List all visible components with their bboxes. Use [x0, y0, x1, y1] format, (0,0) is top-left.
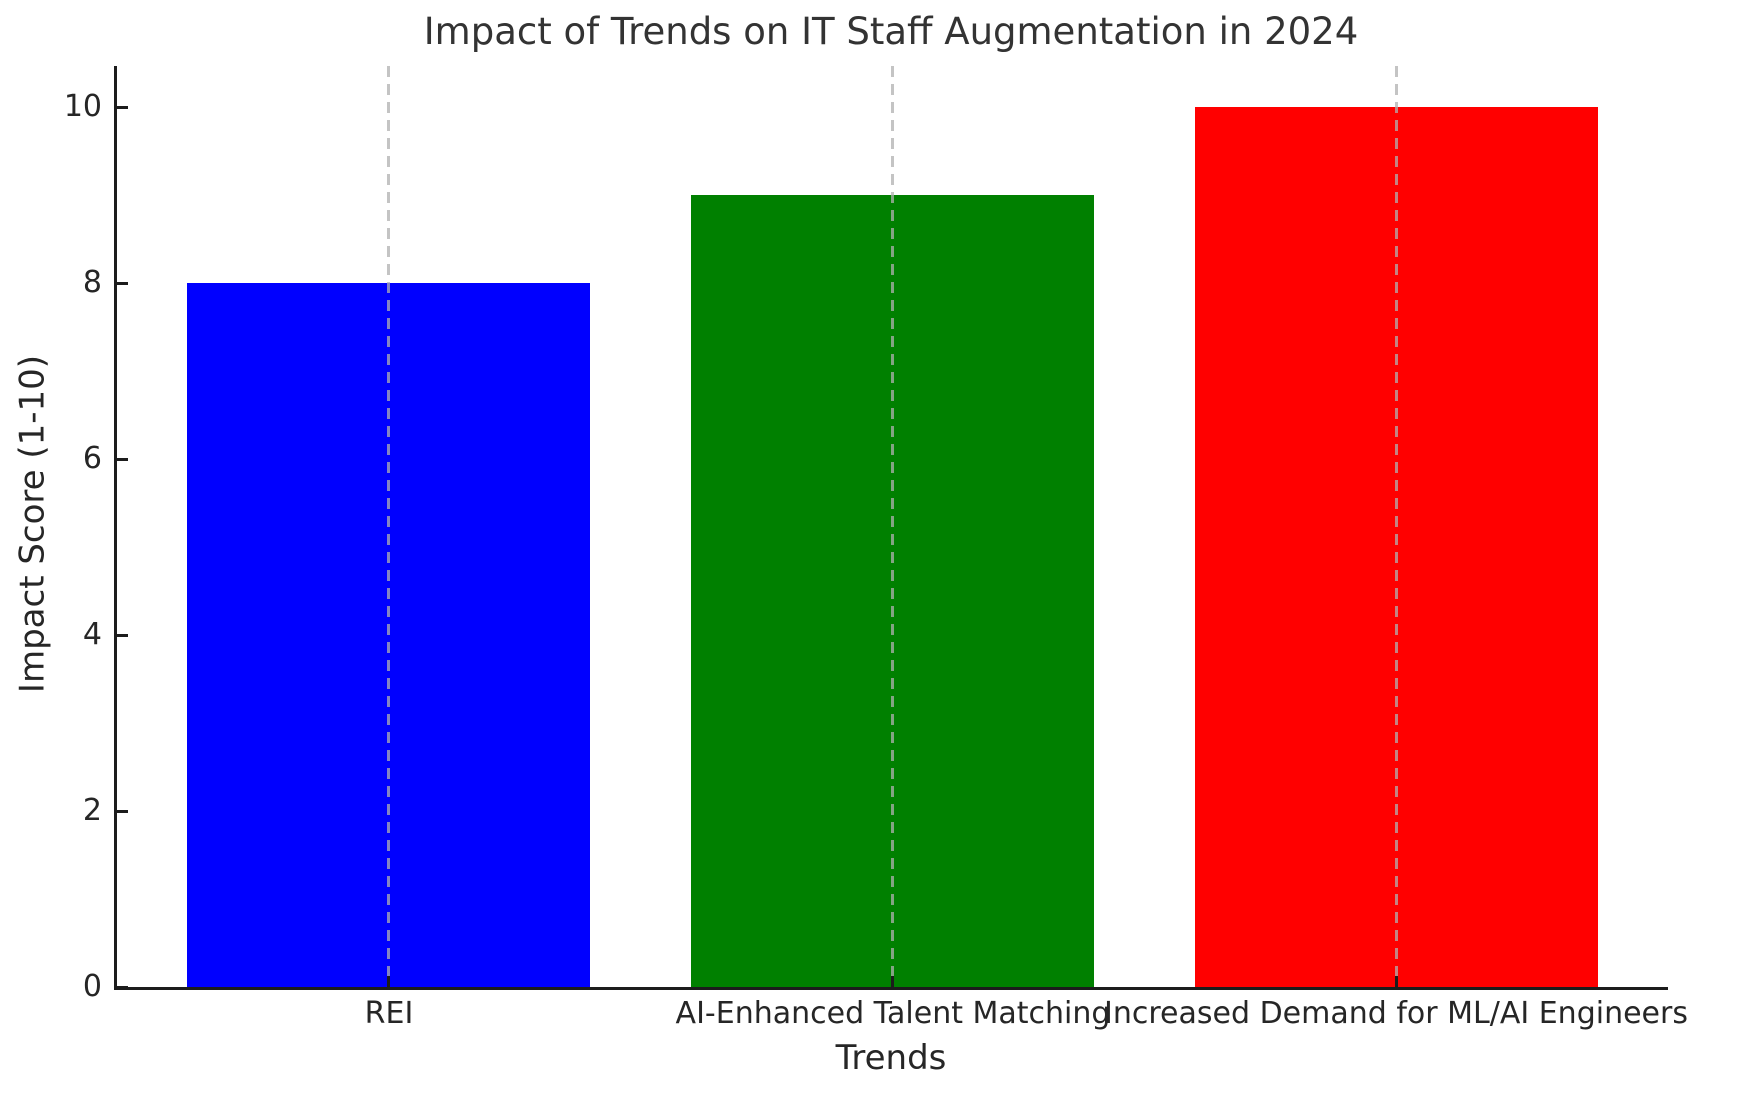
- y-tick-mark: [117, 986, 128, 989]
- y-tick-mark: [117, 282, 128, 285]
- y-tick-label: 10: [63, 89, 102, 124]
- plot-area: [114, 66, 1668, 990]
- y-tick-label: 2: [82, 793, 102, 828]
- y-tick-label: 6: [82, 441, 102, 476]
- y-tick-label: 4: [82, 617, 102, 652]
- x-tick-label: Increased Demand for ML/AI Engineers: [1104, 996, 1688, 1031]
- y-tick-label: 0: [82, 969, 102, 1004]
- y-tick-mark: [117, 106, 128, 109]
- x-tick-label: REI: [364, 996, 414, 1031]
- x-tick-mark: [891, 976, 894, 987]
- y-tick-label: 8: [82, 265, 102, 300]
- x-tick-mark: [387, 976, 390, 987]
- chart-title: Impact of Trends on IT Staff Augmentatio…: [423, 10, 1359, 53]
- gridline-2: [891, 66, 894, 987]
- y-tick-mark: [117, 634, 128, 637]
- x-tick-label: AI-Enhanced Talent Matching: [675, 996, 1111, 1031]
- gridline-1: [387, 66, 390, 987]
- y-tick-mark: [117, 810, 128, 813]
- x-axis-label: Trends: [835, 1038, 947, 1078]
- x-tick-mark: [1395, 976, 1398, 987]
- gridline-3: [1395, 66, 1398, 987]
- y-tick-mark: [117, 458, 128, 461]
